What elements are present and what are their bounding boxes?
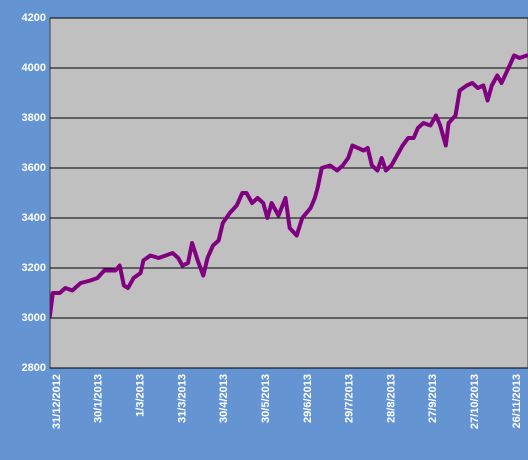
- labels: 2800 3000 3200 3400 3600 3800 4000 4200 31/12/20…: [22, 12, 523, 429]
- grid: [50, 17, 528, 369]
- y-tick-label: 3800: [22, 112, 46, 124]
- x-tick-label: 31/12/2012: [51, 374, 63, 429]
- y-tick-label: 4200: [22, 12, 46, 24]
- x-tick-label: 1/3/2013: [135, 374, 147, 417]
- x-tick-label: 31/3/2013: [176, 374, 188, 423]
- y-tick-label: 3600: [22, 162, 46, 174]
- y-tick-label: 3400: [22, 212, 46, 224]
- plot-area: [49, 17, 528, 369]
- x-tick-label: 29/6/2013: [302, 374, 314, 423]
- x-tick-label: 26/11/2013: [511, 374, 523, 428]
- y-tick-label: 3000: [22, 312, 46, 324]
- x-tick-label: 28/8/2013: [385, 374, 397, 423]
- y-tick-label: 3200: [22, 262, 46, 274]
- x-tick-label: 27/9/2013: [427, 374, 439, 423]
- y-tick-label: 4000: [22, 62, 46, 74]
- x-tick-label: 27/10/2013: [469, 374, 481, 429]
- line: [50, 53, 528, 318]
- y-tick-label: 2800: [22, 362, 46, 374]
- x-tick-label: 30/5/2013: [260, 374, 272, 423]
- series: [50, 53, 528, 318]
- x-tick-label: 30/1/2013: [93, 374, 105, 423]
- x-tick-label: 30/4/2013: [218, 374, 230, 423]
- x-tick-label: 29/7/2013: [344, 374, 356, 423]
